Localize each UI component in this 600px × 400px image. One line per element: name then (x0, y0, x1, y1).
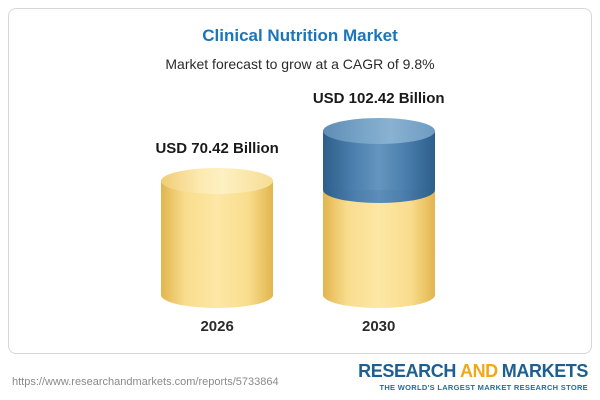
bar-value-label-2026: USD 70.42 Billion (155, 140, 279, 157)
bar-cylinder-2026 (161, 168, 274, 308)
logo-word-and: AND (459, 361, 498, 382)
bar-value-label-2030: USD 102.42 Billion (312, 90, 445, 107)
report-url: https://www.researchandmarkets.com/repor… (12, 376, 279, 388)
bar-cylinder-2030 (322, 118, 435, 308)
logo-tagline: THE WORLD'S LARGEST MARKET RESEARCH STOR… (379, 383, 588, 393)
chart-area: USD 70.42 Billion 2026 USD 102.42 Billio… (9, 90, 591, 335)
logo-wordmark: RESEARCH AND MARKETS (358, 362, 588, 381)
bar-group-2026: USD 70.42 Billion 2026 (155, 140, 278, 335)
logo-word-markets: MARKETS (501, 361, 589, 382)
research-and-markets-logo: RESEARCH AND MARKETS THE WORLD'S LARGEST M… (358, 362, 588, 392)
cylinder-top-cap-blue (322, 118, 435, 144)
chart-card: Clinical Nutrition Market Market forecas… (8, 8, 592, 354)
footer: https://www.researchandmarkets.com/repor… (12, 362, 588, 392)
x-axis-label-2026: 2026 (200, 318, 234, 335)
cylinder-body-yellow (322, 190, 435, 308)
bar-group-2030: USD 102.42 Billion 2030 (313, 90, 445, 335)
cylinder-body-yellow (161, 181, 274, 308)
cylinder-top-cap-yellow (161, 168, 274, 194)
x-axis-label-2030: 2030 (362, 318, 396, 335)
chart-title: Clinical Nutrition Market (202, 26, 398, 45)
logo-word-research: RESEARCH (358, 361, 456, 382)
chart-subtitle: Market forecast to grow at a CAGR of 9.8… (165, 56, 435, 72)
